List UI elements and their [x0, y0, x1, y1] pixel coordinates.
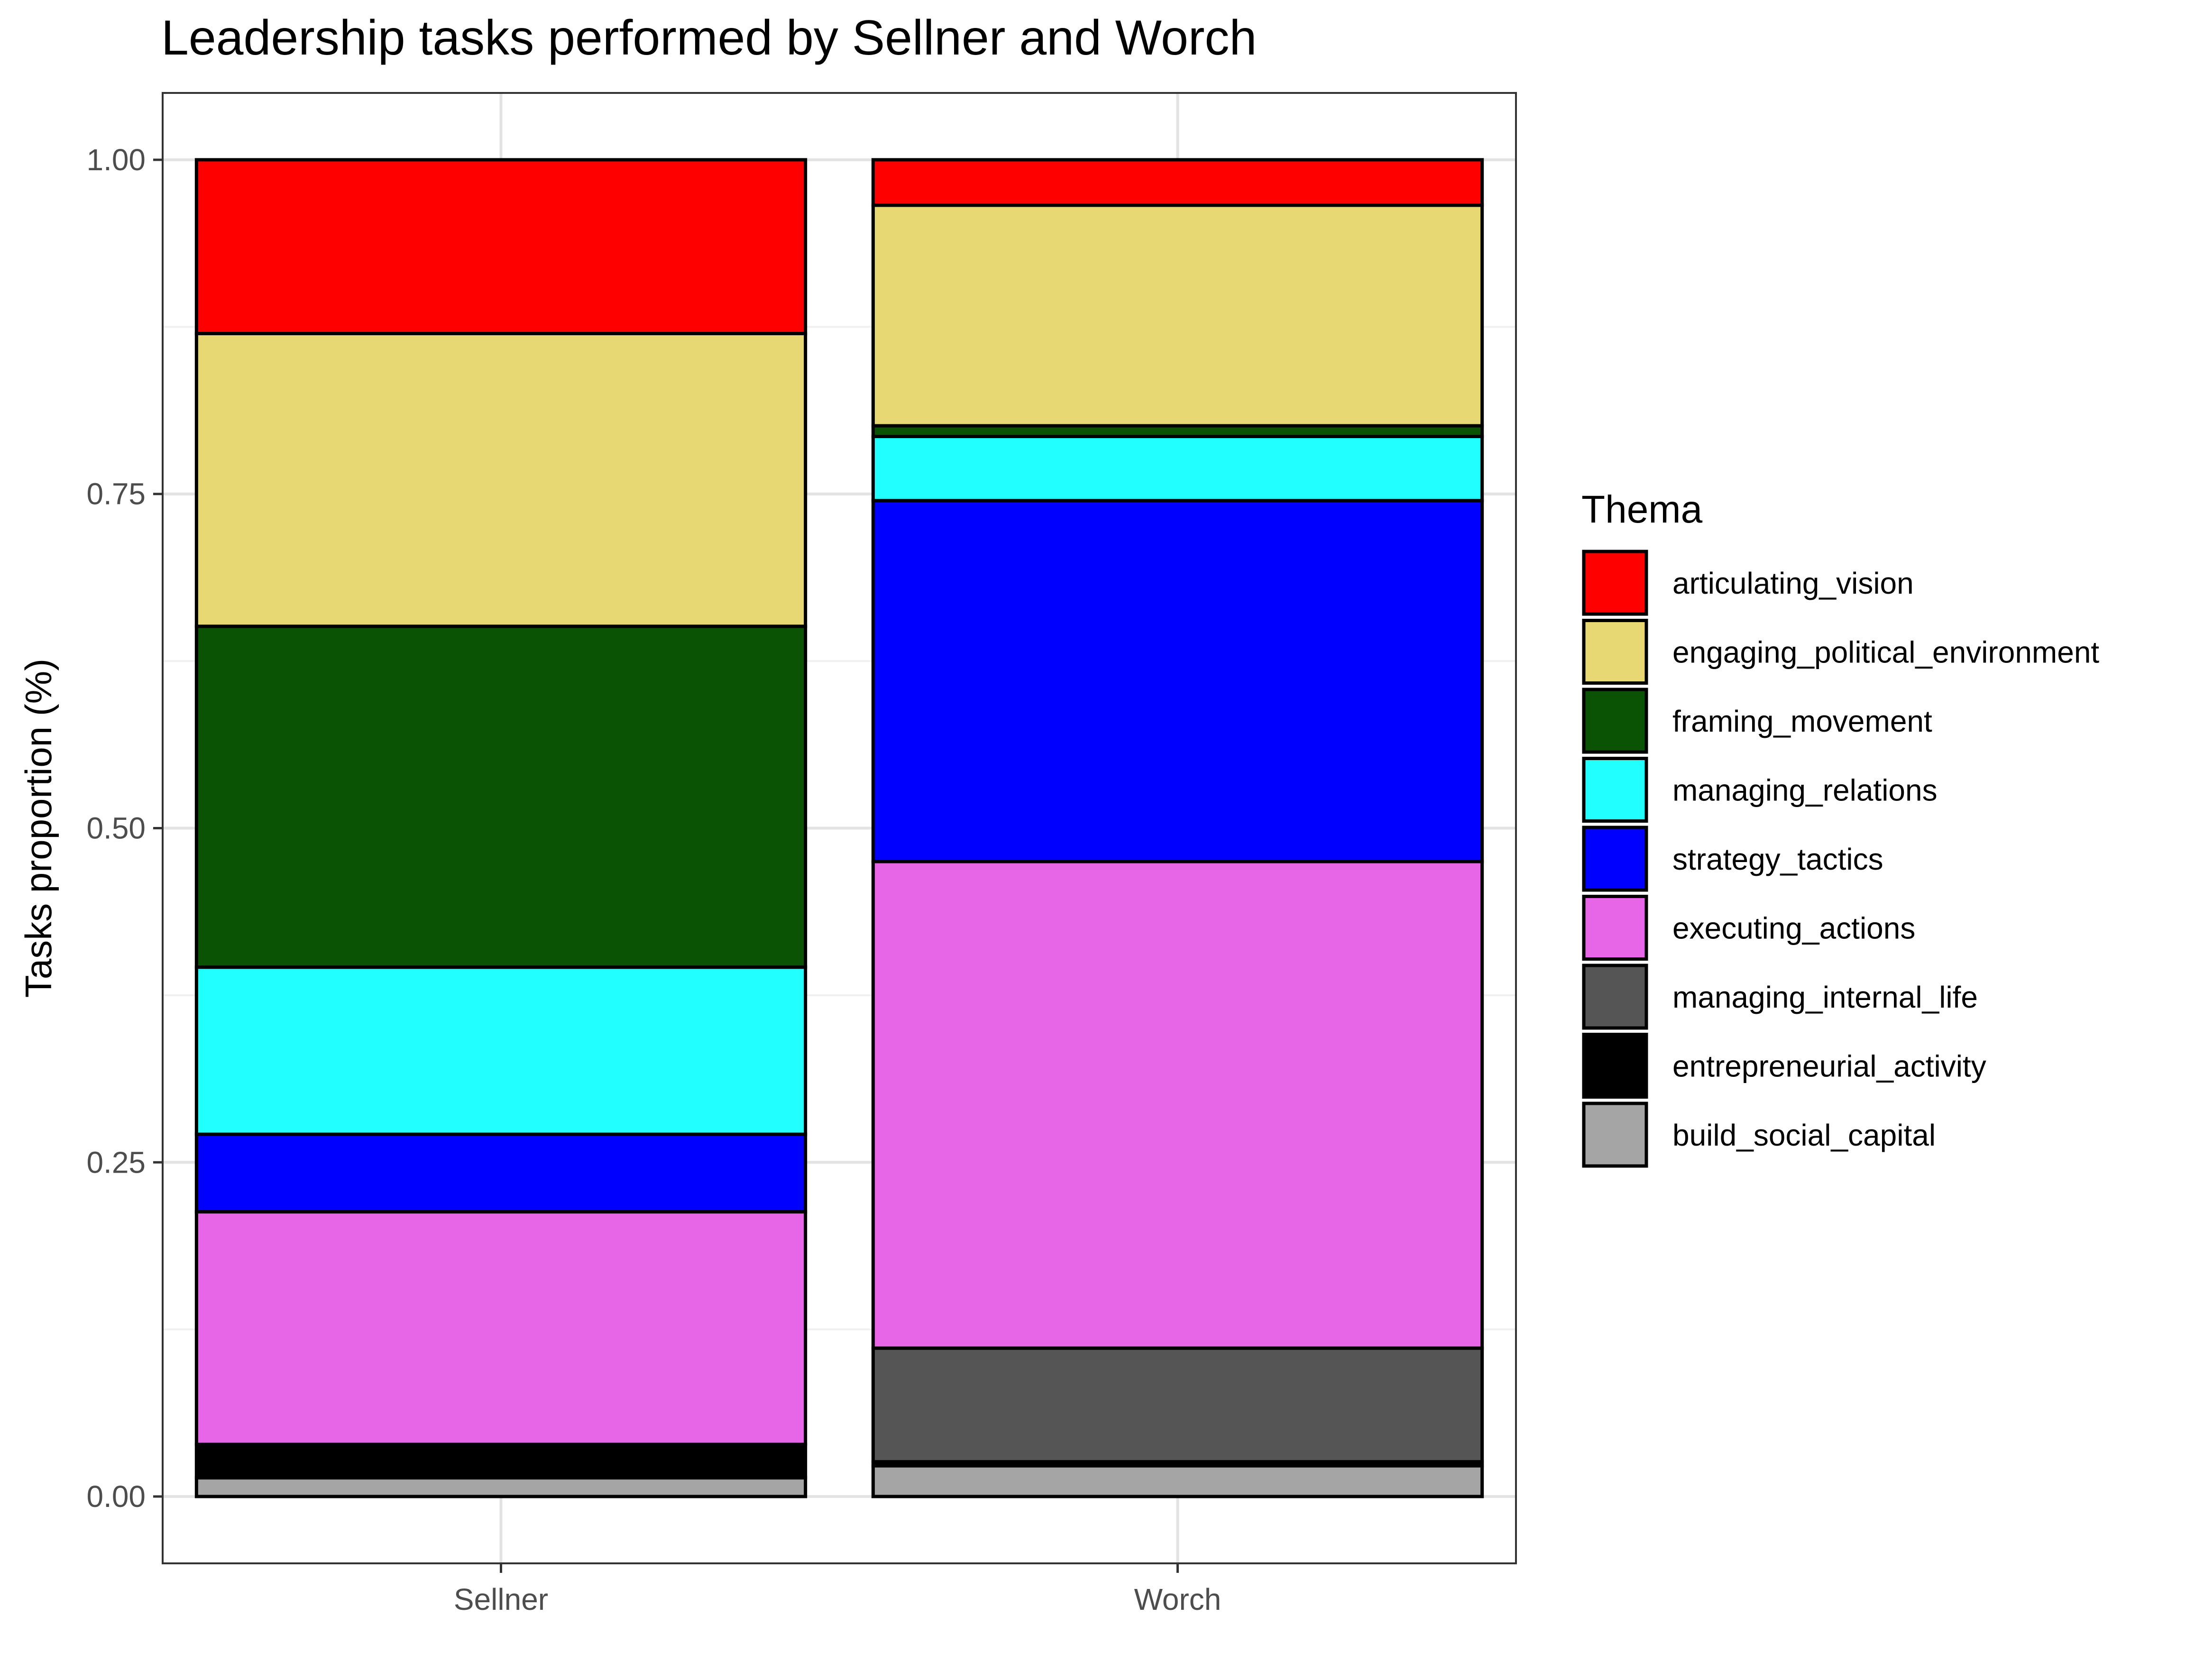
- chart-title: Leadership tasks performed by Sellner an…: [161, 10, 1257, 65]
- bar-segment-sellner-engaging-political-environment: [194, 331, 808, 628]
- legend-key-managing-relations: [1582, 757, 1648, 823]
- legend-key-engaging-political-environment: [1582, 619, 1648, 685]
- legend-label-entrepreneurial-activity: entrepreneurial_activity: [1672, 1049, 1986, 1083]
- y-tick-label: 0.00: [86, 1479, 146, 1514]
- bar-segment-worch-engaging-political-environment: [871, 203, 1484, 428]
- x-tick-label: Sellner: [454, 1582, 548, 1616]
- legend-label-framing-movement: framing_movement: [1672, 704, 1932, 738]
- bar-segment-sellner-framing-movement: [194, 624, 808, 969]
- plot-panel: [162, 92, 1517, 1564]
- legend-key-articulating-vision: [1582, 550, 1648, 616]
- legend-label-strategy-tactics: strategy_tactics: [1672, 842, 1883, 876]
- y-tick-label: 0.50: [86, 811, 146, 845]
- legend-label-managing-relations: managing_relations: [1672, 773, 1938, 808]
- bar-segment-worch-managing-internal-life: [871, 1346, 1484, 1464]
- bar-segment-sellner-executing-actions: [194, 1210, 808, 1446]
- bar-segment-worch-build-social-capital: [871, 1464, 1484, 1498]
- bar-segment-sellner-articulating-vision: [194, 158, 808, 335]
- bar-segment-worch-managing-relations: [871, 435, 1484, 503]
- legend-key-strategy-tactics: [1582, 826, 1648, 892]
- legend: Thema articulating_vision engaging_politi…: [1581, 488, 2099, 1168]
- legend-key-managing-internal-life: [1582, 964, 1648, 1030]
- y-axis: 0.00 0.25 0.50 0.75 1.00: [86, 143, 163, 1514]
- bar-segment-sellner-strategy-tactics: [194, 1132, 808, 1214]
- legend-label-articulating-vision: articulating_vision: [1672, 566, 1914, 600]
- bar-segment-worch-strategy-tactics: [871, 499, 1484, 863]
- bar-segment-sellner-entrepreneurial-activity: [194, 1442, 808, 1480]
- y-tick-label: 0.75: [86, 477, 146, 511]
- legend-title: Thema: [1581, 488, 1703, 531]
- bar-segment-worch-articulating-vision: [871, 158, 1484, 207]
- legend-key-executing-actions: [1582, 895, 1648, 961]
- legend-label-executing-actions: executing_actions: [1672, 911, 1915, 946]
- legend-label-engaging-political-environment: engaging_political_environment: [1672, 635, 2099, 670]
- legend-key-framing-movement: [1582, 688, 1648, 754]
- legend-label-managing-internal-life: managing_internal_life: [1672, 980, 1978, 1014]
- y-tick-label: 0.25: [86, 1145, 146, 1179]
- bar-segment-worch-executing-actions: [871, 860, 1484, 1350]
- x-axis: Sellner Worch: [454, 1563, 1221, 1616]
- legend-key-entrepreneurial-activity: [1582, 1033, 1648, 1099]
- legend-key-build-social-capital: [1582, 1102, 1648, 1168]
- bar-segment-sellner-managing-relations: [194, 965, 808, 1136]
- bar-segment-sellner-build-social-capital: [194, 1476, 808, 1498]
- legend-label-build-social-capital: build_social_capital: [1672, 1118, 1936, 1152]
- x-tick-label: Worch: [1134, 1582, 1221, 1616]
- y-axis-title: Tasks proportion (%): [18, 659, 59, 998]
- y-tick-label: 1.00: [86, 143, 146, 177]
